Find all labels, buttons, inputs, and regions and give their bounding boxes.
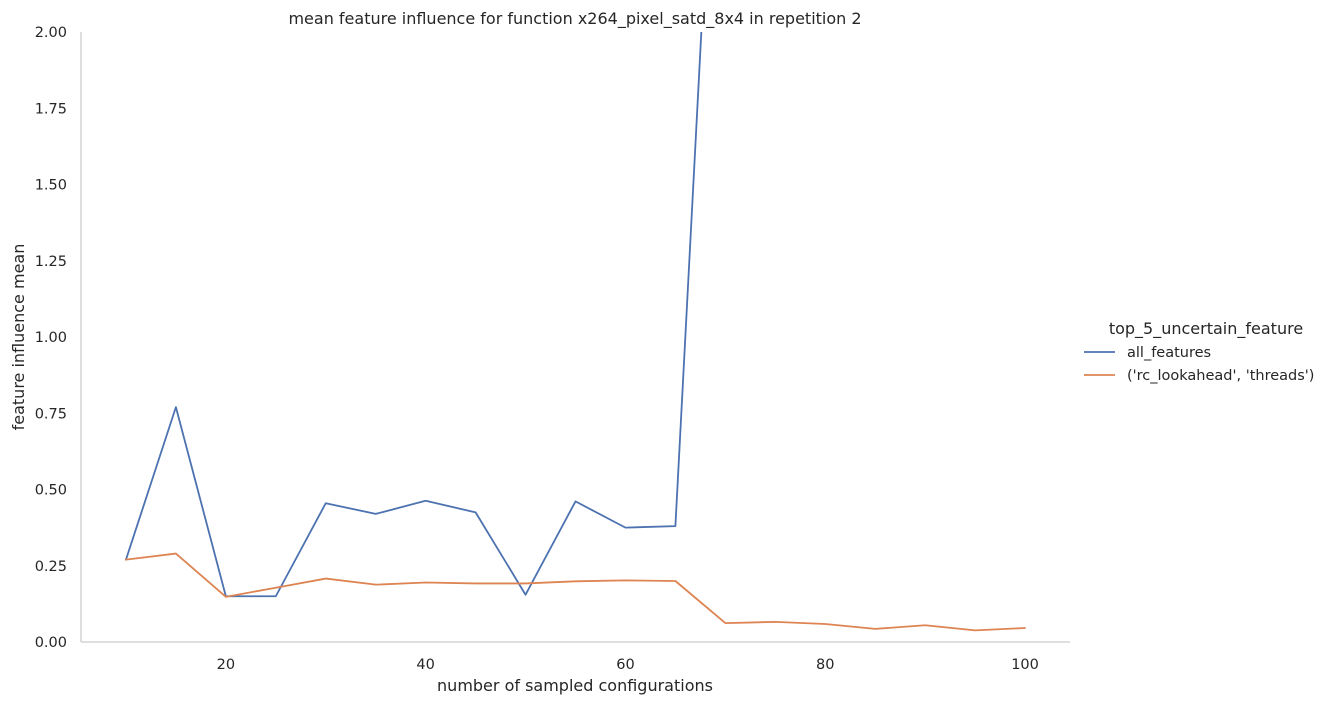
x-tick-label: 20 <box>217 657 235 673</box>
series-line-1 <box>125 552 1026 632</box>
y-tick-label: 0.00 <box>35 635 67 651</box>
legend-title: top_5_uncertain_feature <box>1109 319 1303 339</box>
y-tick-label: 0.50 <box>35 483 67 499</box>
y-tick-label: 1.00 <box>35 330 67 346</box>
y-tick-label: 0.25 <box>35 559 67 575</box>
x-axis-label: number of sampled configurations <box>437 676 713 695</box>
y-tick-label: 1.75 <box>35 101 67 117</box>
y-tick-label: 0.75 <box>35 406 67 422</box>
y-axis: 0.00 0.25 0.50 0.75 1.00 1.25 1.50 1.75 2.00 <box>35 25 67 651</box>
x-axis: 20 40 60 80 100 <box>217 657 1039 673</box>
chart-title: mean feature influence for function x264… <box>288 9 861 29</box>
series-group <box>125 32 1026 632</box>
y-tick-label: 2.00 <box>35 25 67 41</box>
x-tick-label: 60 <box>616 657 634 673</box>
y-tick-label: 1.50 <box>35 178 67 194</box>
x-tick-label: 40 <box>416 657 434 673</box>
x-tick-label: 100 <box>1011 657 1039 673</box>
series-line-0 <box>125 32 703 598</box>
legend: top_5_uncertain_feature all_features ('rc… <box>1084 319 1314 384</box>
y-axis-label: feature influence mean <box>9 244 28 431</box>
legend-entry-0: all_features <box>1127 345 1211 361</box>
x-tick-label: 80 <box>816 657 834 673</box>
legend-entry-1: ('rc_lookahead', 'threads') <box>1127 368 1314 384</box>
y-tick-label: 1.25 <box>35 254 67 270</box>
